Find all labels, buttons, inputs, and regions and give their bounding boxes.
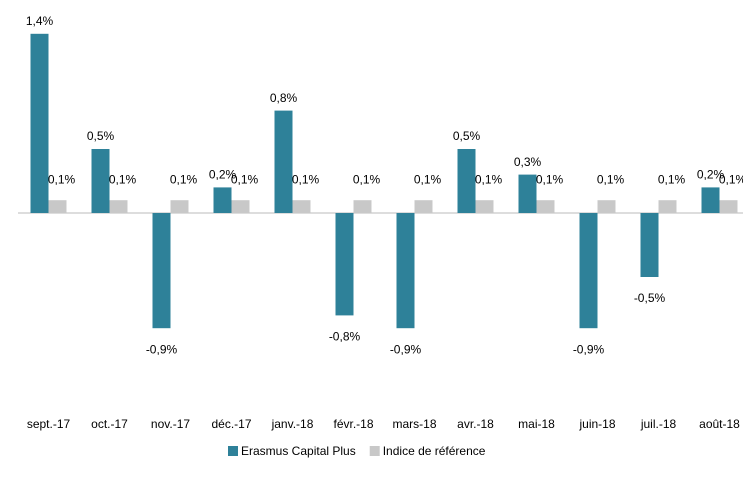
bar (457, 149, 476, 213)
data-label: 0,1% (536, 172, 564, 186)
bar (48, 200, 67, 213)
bar (152, 213, 171, 329)
bar (658, 200, 677, 213)
data-label: 0,1% (48, 172, 76, 186)
data-label: 0,3% (514, 155, 542, 169)
x-tick-label: mai-18 (518, 417, 555, 431)
data-label: 0,1% (231, 172, 259, 186)
data-label: 0,2% (697, 168, 725, 182)
legend-label: Erasmus Capital Plus (241, 444, 356, 458)
data-label: 0,1% (597, 172, 625, 186)
bar (274, 110, 293, 213)
bar (231, 200, 250, 213)
bar (719, 200, 738, 213)
x-tick-label: janv.-18 (271, 417, 314, 431)
bar (701, 187, 720, 213)
data-label: -0,9% (390, 342, 422, 356)
x-tick-label: sept.-17 (27, 417, 71, 431)
x-tick-label: oct.-17 (91, 417, 128, 431)
data-label: -0,9% (146, 342, 178, 356)
x-tick-label: avr.-18 (457, 417, 494, 431)
data-label: 0,1% (353, 172, 381, 186)
legend-swatch (228, 446, 238, 456)
x-tick-label: mars-18 (392, 417, 436, 431)
bar (536, 200, 555, 213)
bar (518, 174, 537, 213)
data-label: 0,5% (453, 129, 481, 143)
data-label: 0,8% (270, 91, 298, 105)
x-tick-label: févr.-18 (333, 417, 373, 431)
data-label: 0,1% (292, 172, 320, 186)
x-tick-label: nov.-17 (151, 417, 190, 431)
data-label: 0,1% (414, 172, 442, 186)
bar (396, 213, 415, 329)
data-label: 0,1% (109, 172, 137, 186)
legend-label: Indice de référence (383, 444, 486, 458)
x-tick-label: juin-18 (578, 417, 615, 431)
bar (475, 200, 494, 213)
data-label: 0,1% (658, 172, 686, 186)
bar (30, 33, 49, 213)
data-label: 0,2% (209, 168, 237, 182)
data-label: -0,8% (329, 330, 361, 344)
data-label: 0,1% (170, 172, 198, 186)
data-label: 0,1% (475, 172, 503, 186)
x-tick-label: juil.-18 (640, 417, 677, 431)
data-label: 0,1% (719, 172, 743, 186)
bar (109, 200, 128, 213)
bar (579, 213, 598, 329)
bar (335, 213, 354, 316)
bar (597, 200, 616, 213)
bar (353, 200, 372, 213)
data-label: -0,9% (573, 342, 605, 356)
bar (640, 213, 659, 277)
bar (170, 200, 189, 213)
bar (292, 200, 311, 213)
data-label: 0,5% (87, 129, 115, 143)
data-label: 1,4% (26, 14, 54, 28)
data-label: -0,5% (634, 291, 666, 305)
bar (414, 200, 433, 213)
x-tick-label: déc.-17 (211, 417, 251, 431)
legend-swatch (369, 446, 380, 456)
x-tick-label: août-18 (699, 417, 740, 431)
bar (91, 149, 110, 213)
bar (213, 187, 232, 213)
